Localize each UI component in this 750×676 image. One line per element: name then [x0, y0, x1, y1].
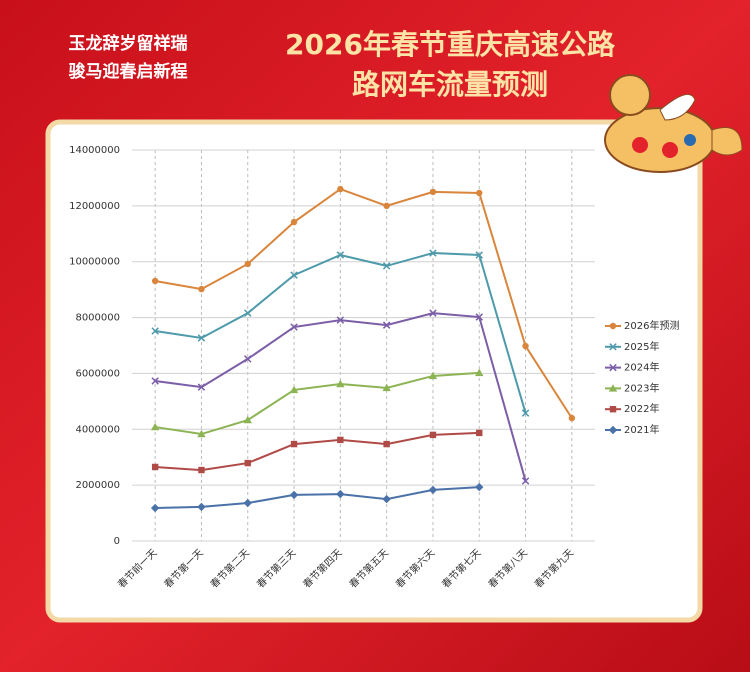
series-line	[155, 486, 480, 510]
legend-marker	[608, 425, 618, 435]
marker	[336, 251, 345, 259]
marker	[476, 189, 483, 197]
marker	[382, 494, 391, 504]
marker	[337, 185, 344, 193]
marker	[244, 459, 251, 467]
y-tick-label: 0	[114, 536, 120, 547]
marker	[428, 485, 438, 495]
marker	[429, 431, 437, 439]
marker	[289, 385, 299, 394]
y-tick-label: 8000000	[75, 313, 120, 324]
y-tick-label: 12000000	[69, 201, 120, 212]
marker	[336, 489, 345, 499]
marker	[198, 466, 205, 474]
marker	[521, 477, 530, 485]
marker	[522, 342, 529, 350]
legend-marker	[609, 343, 617, 351]
marker	[290, 440, 298, 448]
marker	[244, 355, 252, 363]
marker	[475, 368, 484, 377]
legend-label: 2021年	[624, 423, 659, 436]
chart-title: 路网车流量预测	[352, 68, 548, 101]
marker	[243, 415, 252, 424]
marker	[383, 202, 390, 210]
legend-marker	[609, 406, 617, 413]
marker	[382, 383, 391, 392]
marker	[244, 309, 252, 317]
marker	[475, 482, 484, 492]
marker	[336, 316, 345, 324]
marker	[429, 249, 437, 257]
marker	[150, 422, 160, 431]
marker	[382, 321, 391, 329]
marker	[197, 334, 206, 342]
legend-label: 2026年预测	[624, 319, 679, 332]
marker	[243, 498, 252, 508]
series-line	[155, 371, 480, 436]
marker	[150, 503, 160, 513]
marker	[382, 262, 391, 270]
marker	[568, 414, 576, 422]
marker	[290, 323, 298, 331]
slogan: 骏马迎春启新程	[69, 61, 188, 82]
marker	[290, 218, 298, 226]
marker	[198, 285, 205, 293]
legend-marker	[609, 363, 617, 372]
legend-label: 2023年	[624, 381, 659, 394]
series-line	[155, 431, 480, 472]
marker	[197, 429, 206, 438]
marker	[429, 309, 437, 317]
marker	[244, 260, 251, 268]
marker	[521, 409, 530, 417]
chart-title: 2026年春节重庆高速公路	[285, 28, 616, 61]
marker	[383, 440, 390, 448]
y-tick-label: 14000000	[69, 145, 120, 156]
horse-decoration	[604, 74, 743, 173]
marker	[151, 463, 159, 471]
marker	[428, 371, 438, 380]
marker	[475, 313, 483, 321]
marker	[336, 379, 345, 388]
legend-label: 2024年	[624, 361, 659, 374]
y-tick-label: 10000000	[69, 257, 120, 268]
marker	[197, 502, 206, 512]
legend-marker	[608, 384, 618, 392]
y-tick-label: 6000000	[75, 368, 120, 379]
slogan: 玉龙辞岁留祥瑞	[69, 33, 188, 54]
marker	[337, 436, 344, 444]
card	[45, 119, 703, 623]
y-tick-label: 2000000	[75, 480, 120, 491]
legend-marker	[609, 322, 617, 330]
marker	[151, 277, 159, 285]
series-line	[154, 187, 573, 419]
marker	[289, 490, 299, 500]
marker	[476, 429, 483, 437]
y-tick-label: 4000000	[75, 424, 120, 435]
marker	[151, 377, 159, 385]
marker	[151, 327, 159, 335]
marker	[290, 271, 298, 279]
legend-label: 2022年	[624, 402, 659, 415]
marker	[197, 383, 206, 391]
marker	[429, 188, 437, 196]
legend-label: 2025年	[624, 340, 659, 353]
marker	[475, 251, 483, 259]
